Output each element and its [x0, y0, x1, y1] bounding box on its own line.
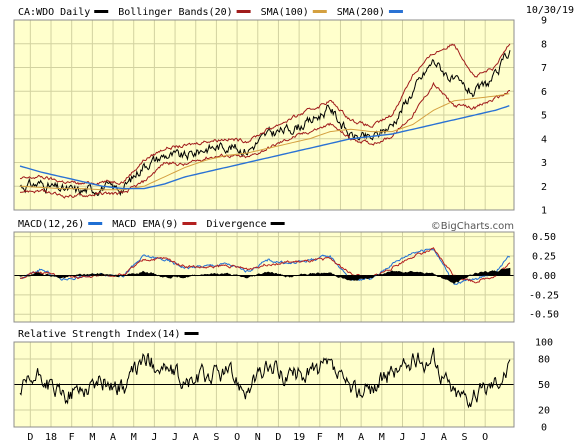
x-axis-month-label: S — [461, 432, 467, 443]
x-axis-month-label: J — [399, 432, 405, 443]
price-legend-label: SMA(100) — [261, 7, 309, 18]
rsi-ytick-label: 80 — [538, 355, 550, 366]
price-frame — [13, 19, 515, 211]
divergence-histogram — [19, 267, 511, 284]
series-bb-upper — [19, 43, 511, 186]
x-axis-month-label: O — [482, 432, 488, 443]
price-ytick-label: 3 — [541, 158, 547, 169]
x-axis-month-label: J — [172, 432, 178, 443]
x-axis-month-label: F — [317, 432, 323, 443]
macd-legend-label: Divergence — [206, 219, 266, 230]
x-axis-month-label: 19 — [293, 432, 305, 443]
rsi-ytick-label: 100 — [535, 338, 553, 349]
macd-panel: 0.50 0.25 0.00 -0.25 -0.50 MACD(12,26) MACD EM… — [13, 219, 559, 323]
series-rsi — [19, 347, 511, 409]
rsi-ytick-label: 0 — [541, 423, 547, 434]
credit-label: ©BigCharts.com — [431, 221, 514, 232]
price-ytick-label: 6 — [541, 87, 547, 98]
macd-legend-label: MACD EMA(9) — [112, 219, 178, 230]
rsi-panel: 100 80 50 20 0 Relative Strength Index(14) — [13, 329, 553, 434]
macd-frame — [13, 231, 515, 323]
macd-ytick-label: -0.50 — [529, 310, 559, 321]
x-axis-month-label: D — [275, 432, 281, 443]
series-sma100 — [19, 93, 510, 191]
price-legend-swatch — [388, 10, 403, 13]
price-ytick-label: 9 — [541, 16, 547, 27]
x-axis-month-label: A — [193, 432, 199, 443]
macd-ytick-label: -0.25 — [529, 290, 559, 301]
rsi-frame — [13, 341, 515, 428]
price-ytick-label: 7 — [541, 63, 547, 74]
macd-plot-area — [14, 232, 514, 322]
x-axis-month-label: J — [420, 432, 426, 443]
price-legend-label: Bollinger Bands(20) — [118, 7, 232, 18]
date-label: 10/30/19 — [526, 5, 574, 16]
x-axis-month-label: O — [234, 432, 240, 443]
x-axis-month-label: F — [69, 432, 75, 443]
price-legend-label: CA:WDO Daily — [18, 7, 90, 18]
rsi-ytick-label: 20 — [538, 406, 550, 417]
macd-legend-swatch — [270, 222, 285, 225]
price-legend-swatch — [94, 10, 109, 13]
x-axis-month-label: D — [27, 432, 33, 443]
price-ytick-label: 8 — [541, 39, 547, 50]
macd-ytick-label: 0.50 — [532, 232, 556, 243]
price-panel: 1 2 3 4 5 6 7 8 9 CA:WDO Daily Bollinger Bands(20)… — [13, 7, 547, 217]
rsi-ytick-label: 50 — [538, 380, 550, 391]
price-ytick-label: 5 — [541, 111, 547, 122]
price-ytick-label: 1 — [541, 206, 547, 217]
price-ytick-label: 4 — [541, 134, 547, 145]
x-axis-month-label: M — [131, 432, 137, 443]
x-axis-month-label: A — [441, 432, 447, 443]
macd-ytick-label: 0.25 — [532, 252, 556, 263]
rsi-legend-swatch — [184, 332, 199, 335]
x-axis-month-label: A — [358, 432, 364, 443]
x-axis-month-label: M — [379, 432, 385, 443]
rsi-legend-label: Relative Strength Index(14) — [18, 329, 181, 340]
x-axis-month-label: S — [213, 432, 219, 443]
price-ytick-label: 2 — [541, 182, 547, 193]
series-sma200 — [19, 105, 510, 190]
macd-ytick-label: 0.00 — [532, 271, 556, 282]
macd-legend-swatch — [182, 222, 197, 225]
series-bb-lower — [19, 81, 510, 199]
x-axis-month-label: M — [337, 432, 343, 443]
price-legend-swatch — [312, 10, 327, 13]
x-axis-month-label: A — [110, 432, 116, 443]
price-legend-swatch — [236, 10, 251, 13]
x-axis-month-label: 18 — [45, 432, 57, 443]
x-axis-month-label: J — [151, 432, 157, 443]
macd-legend-swatch — [88, 222, 103, 225]
macd-legend-label: MACD(12,26) — [18, 219, 84, 230]
price-legend-label: SMA(200) — [337, 7, 385, 18]
x-axis-month-label: M — [89, 432, 95, 443]
x-axis-month-label: N — [255, 432, 261, 443]
